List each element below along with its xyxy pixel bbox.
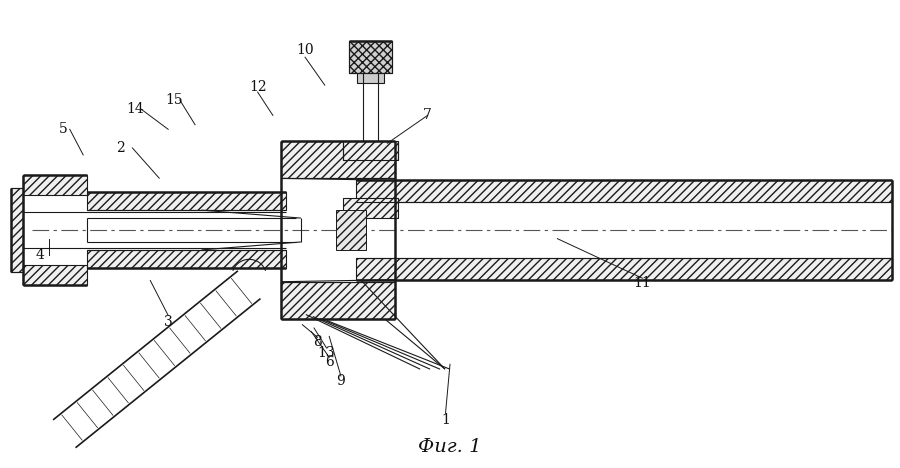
Bar [356, 180, 893, 202]
Text: 12: 12 [248, 80, 266, 95]
Text: 3: 3 [164, 315, 173, 329]
Text: Фиг. 1: Фиг. 1 [418, 438, 482, 456]
Bar [87, 192, 286, 210]
Text: 15: 15 [166, 93, 184, 107]
Text: 8: 8 [313, 335, 322, 349]
Text: 5: 5 [59, 122, 68, 136]
Bar [87, 250, 286, 268]
Text: 2: 2 [116, 141, 125, 155]
Bar [356, 73, 384, 83]
Text: 6: 6 [325, 355, 334, 369]
Text: 11: 11 [634, 276, 652, 290]
Bar [281, 282, 395, 320]
Bar [336, 210, 365, 250]
Bar [22, 265, 87, 285]
Bar [11, 188, 22, 272]
Bar [281, 140, 395, 178]
Bar [22, 176, 87, 195]
Bar [348, 41, 392, 73]
Text: 10: 10 [296, 43, 314, 57]
Text: 13: 13 [318, 346, 336, 359]
Text: 4: 4 [36, 248, 45, 262]
Bar [356, 258, 893, 280]
Text: 1: 1 [441, 413, 450, 427]
Bar [343, 140, 399, 161]
Text: 9: 9 [337, 373, 346, 388]
Text: 14: 14 [126, 102, 144, 117]
Text: 7: 7 [423, 109, 432, 122]
Bar [343, 198, 399, 218]
